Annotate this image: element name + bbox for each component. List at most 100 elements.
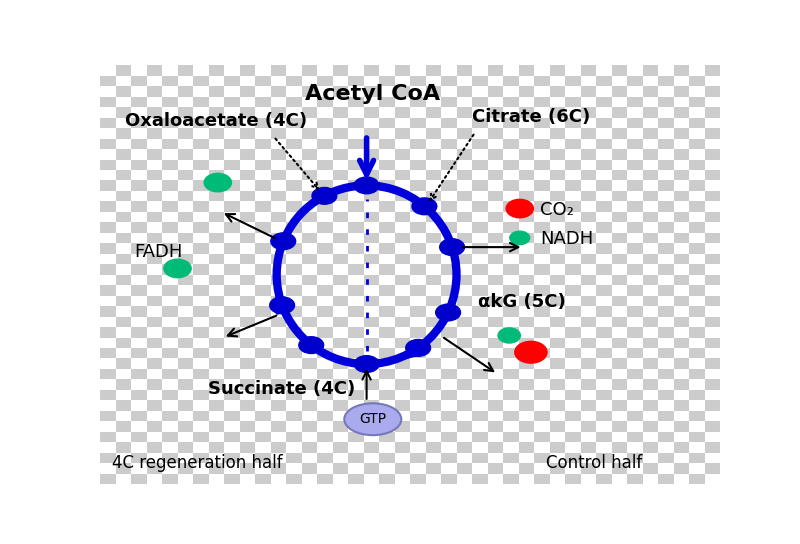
Bar xyxy=(472,264,487,275)
Bar xyxy=(642,358,658,369)
Bar xyxy=(255,76,270,86)
Bar xyxy=(658,243,674,254)
Bar xyxy=(317,390,333,400)
Bar xyxy=(239,337,255,348)
Bar xyxy=(162,201,178,212)
Bar xyxy=(286,118,302,128)
Bar xyxy=(705,170,720,181)
Bar xyxy=(611,149,627,159)
Bar xyxy=(581,128,596,139)
Bar xyxy=(193,201,209,212)
Bar xyxy=(565,222,581,233)
Bar xyxy=(503,76,518,86)
Bar xyxy=(596,474,611,484)
Bar xyxy=(581,317,596,327)
Bar xyxy=(333,191,348,201)
Bar xyxy=(209,295,224,306)
Bar xyxy=(518,317,534,327)
Bar xyxy=(333,128,348,139)
Bar xyxy=(426,191,441,201)
Bar xyxy=(581,149,596,159)
Bar xyxy=(379,432,394,442)
Bar xyxy=(565,327,581,337)
Bar xyxy=(674,463,689,474)
Bar xyxy=(596,222,611,233)
Bar xyxy=(689,222,705,233)
Bar xyxy=(503,348,518,358)
Bar xyxy=(131,97,146,107)
Bar xyxy=(705,128,720,139)
Bar xyxy=(611,254,627,264)
Circle shape xyxy=(354,177,379,194)
Bar xyxy=(410,201,426,212)
Bar xyxy=(581,191,596,201)
Bar xyxy=(286,97,302,107)
Bar xyxy=(100,264,115,275)
Bar xyxy=(705,149,720,159)
Bar xyxy=(441,139,457,149)
Bar xyxy=(146,86,162,97)
Bar xyxy=(565,97,581,107)
Bar xyxy=(363,463,379,474)
Bar xyxy=(131,139,146,149)
Bar xyxy=(100,432,115,442)
Bar xyxy=(487,170,503,181)
Bar xyxy=(224,76,239,86)
Bar xyxy=(611,380,627,390)
Bar xyxy=(224,390,239,400)
Bar xyxy=(550,254,565,264)
Bar xyxy=(270,65,286,76)
Bar xyxy=(642,254,658,264)
Bar xyxy=(379,369,394,380)
Bar xyxy=(286,285,302,296)
Bar xyxy=(689,181,705,191)
Bar xyxy=(581,337,596,348)
Bar xyxy=(674,233,689,243)
Bar xyxy=(487,337,503,348)
Bar xyxy=(487,254,503,264)
Bar xyxy=(317,327,333,337)
Bar xyxy=(146,380,162,390)
Bar xyxy=(426,212,441,222)
Bar xyxy=(426,275,441,285)
Bar xyxy=(333,233,348,243)
Bar xyxy=(379,159,394,170)
Bar xyxy=(255,474,270,484)
Bar xyxy=(131,453,146,463)
Bar xyxy=(162,390,178,400)
Bar xyxy=(270,233,286,243)
Bar xyxy=(363,128,379,139)
Bar xyxy=(193,411,209,421)
Bar xyxy=(379,76,394,86)
Bar xyxy=(178,233,193,243)
Bar xyxy=(642,463,658,474)
Bar xyxy=(503,201,518,212)
Bar xyxy=(550,233,565,243)
Bar xyxy=(348,369,363,380)
Bar xyxy=(472,390,487,400)
Bar xyxy=(317,285,333,296)
Bar xyxy=(581,86,596,97)
Bar xyxy=(146,463,162,474)
Bar xyxy=(518,170,534,181)
Bar xyxy=(100,97,115,107)
Bar xyxy=(394,254,410,264)
Bar xyxy=(379,411,394,421)
Bar xyxy=(627,474,642,484)
Bar xyxy=(379,348,394,358)
Bar xyxy=(426,317,441,327)
Bar xyxy=(503,243,518,254)
Bar xyxy=(410,222,426,233)
Bar xyxy=(333,254,348,264)
Bar xyxy=(270,170,286,181)
Bar xyxy=(705,275,720,285)
Bar xyxy=(518,463,534,474)
Ellipse shape xyxy=(344,403,402,435)
Bar xyxy=(457,254,472,264)
Bar xyxy=(100,285,115,296)
Bar xyxy=(363,275,379,285)
Bar xyxy=(131,118,146,128)
Bar xyxy=(518,295,534,306)
Bar xyxy=(534,432,550,442)
Bar xyxy=(131,201,146,212)
